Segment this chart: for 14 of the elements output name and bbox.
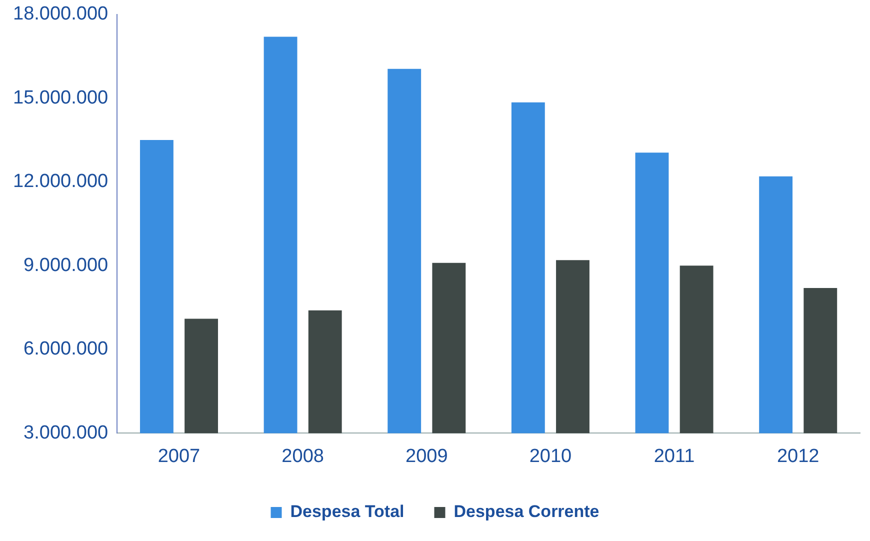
y-tick-label: 6.000.000 [24, 338, 108, 360]
y-tick-label: 18.000.000 [13, 4, 108, 25]
x-tick-label: 2007 [158, 446, 200, 467]
x-tick-label: 2009 [405, 446, 448, 467]
y-tick-label: 12.000.000 [13, 171, 108, 192]
x-tick-label: 2012 [776, 446, 820, 467]
y-tick-label: 15.000.000 [13, 87, 108, 108]
y-tick-label: 9.000.000 [24, 254, 108, 276]
x-tick-label: 2008 [282, 446, 324, 467]
legend-label: Despesa Corrente [454, 502, 600, 522]
legend-label: Despesa Total [290, 502, 404, 522]
x-tick-label: 2010 [529, 446, 572, 467]
y-tick-label: 3.000.000 [24, 422, 108, 444]
x-tick-label: 2011 [654, 446, 695, 467]
